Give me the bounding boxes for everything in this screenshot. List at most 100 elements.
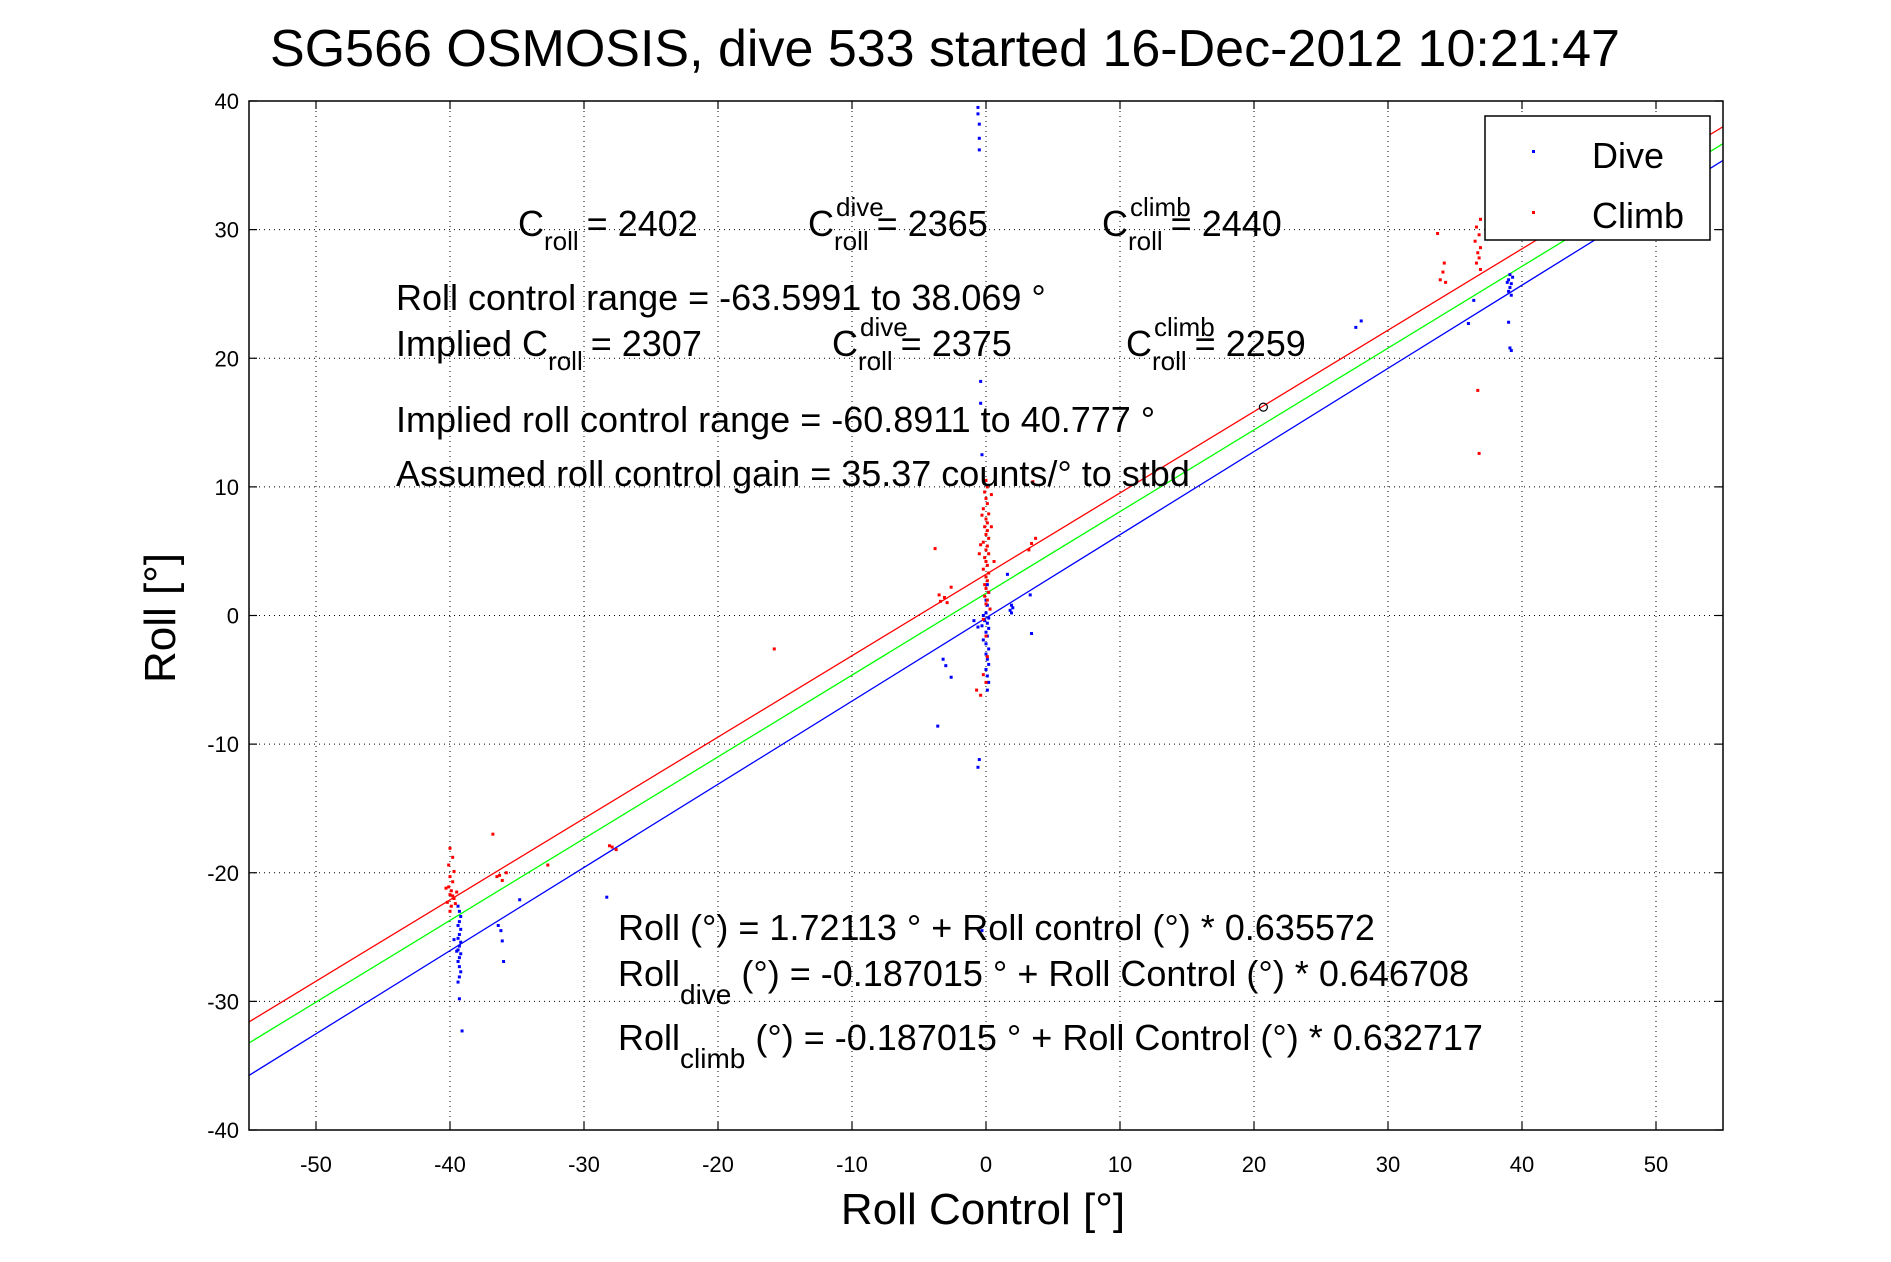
- dive-point: [605, 895, 609, 899]
- legend-label-climb: Climb: [1592, 195, 1684, 236]
- dive-point: [459, 970, 463, 974]
- dive-point: [496, 923, 500, 927]
- y-axis-label: Roll [°]: [136, 553, 185, 683]
- dive-point: [1359, 319, 1363, 323]
- dive-point: [457, 975, 461, 979]
- dive-point: [984, 611, 988, 615]
- climb-point: [984, 532, 988, 536]
- x-tick-label: -40: [434, 1152, 466, 1177]
- climb-point: [447, 885, 451, 889]
- climb-point: [444, 886, 448, 890]
- dive-point: [1009, 603, 1013, 607]
- dive-point: [936, 724, 940, 728]
- climb-point: [983, 525, 987, 529]
- climb-point: [977, 552, 981, 556]
- climb-point: [491, 832, 495, 836]
- climb-point: [451, 880, 455, 884]
- climb-point: [985, 563, 989, 567]
- climb-point: [987, 536, 991, 540]
- climb-point: [985, 544, 989, 548]
- dive-point: [985, 621, 989, 625]
- climb-point: [987, 590, 991, 594]
- climb-point: [985, 529, 989, 533]
- dive-point: [1505, 280, 1509, 284]
- climb-point: [938, 599, 942, 603]
- climb-point: [985, 598, 989, 602]
- dive-point: [985, 583, 989, 587]
- climb-point: [987, 571, 991, 575]
- data-points: [444, 105, 1515, 1033]
- dive-point: [1507, 289, 1511, 293]
- climb-point: [989, 493, 993, 497]
- climb-point: [987, 512, 991, 516]
- degree-ring-mark: [1258, 402, 1268, 412]
- y-tick-label: -30: [207, 989, 239, 1014]
- climb-point: [1474, 225, 1478, 229]
- y-tick-label: 0: [227, 604, 239, 629]
- climb-point: [945, 601, 949, 605]
- x-tick-label: -20: [702, 1152, 734, 1177]
- legend: Dive Climb: [1484, 115, 1711, 241]
- dive-point: [976, 112, 980, 116]
- dive-point: [1509, 282, 1513, 286]
- annotation-implied-c-roll-dive: Croll = 2375: [832, 323, 1012, 376]
- climb-point: [448, 875, 452, 879]
- dive-point: [459, 927, 463, 931]
- climb-point: [949, 585, 953, 589]
- climb-point: [981, 540, 985, 544]
- dive-point: [1466, 322, 1470, 326]
- dive-point: [456, 904, 460, 908]
- climb-point: [1478, 246, 1482, 250]
- climb-point: [984, 575, 988, 579]
- dive-point: [979, 379, 983, 383]
- x-tick-label: -50: [300, 1152, 332, 1177]
- dive-point: [457, 944, 461, 948]
- climb-point: [1027, 548, 1031, 552]
- climb-point: [942, 595, 946, 599]
- dive-point: [941, 657, 945, 661]
- climb-point: [1031, 480, 1035, 484]
- dive-point: [984, 642, 988, 646]
- dive-point: [1507, 320, 1511, 324]
- dive-point: [944, 664, 948, 668]
- dive-point: [977, 148, 981, 152]
- climb-point: [449, 889, 453, 893]
- climb-point: [546, 863, 550, 867]
- climb-point: [449, 904, 453, 908]
- dive-point: [977, 136, 981, 140]
- dive-point: [459, 914, 463, 918]
- climb-point: [984, 478, 988, 482]
- dive-point: [985, 657, 989, 661]
- climb-point: [979, 693, 983, 697]
- climb-point: [453, 902, 457, 906]
- x-tick-label: 40: [1510, 1152, 1534, 1177]
- climb-point: [1477, 233, 1481, 237]
- climb-point: [1442, 261, 1446, 265]
- dive-point: [456, 980, 460, 984]
- legend-marker-climb: [1532, 211, 1535, 214]
- climb-point: [1476, 251, 1480, 255]
- climb-point: [985, 485, 989, 489]
- climb-point: [992, 559, 996, 563]
- climb-point: [614, 848, 618, 852]
- dive-point: [1508, 286, 1512, 290]
- climb-point: [981, 673, 985, 677]
- y-tick-label: 10: [215, 475, 239, 500]
- annotation-implied-c-roll-climb: Croll = 2259: [1126, 323, 1306, 376]
- dive-point: [987, 662, 991, 666]
- climb-point: [495, 875, 499, 879]
- climb-point: [983, 594, 987, 598]
- climb-point: [451, 894, 455, 898]
- fit-line-dive: [248, 159, 1724, 1076]
- climb-point: [1476, 388, 1480, 392]
- dive-point: [1508, 346, 1512, 350]
- dive-point: [977, 122, 981, 126]
- dive-point: [518, 898, 522, 902]
- climb-point: [448, 909, 452, 913]
- climb-point: [1473, 239, 1477, 243]
- annotation-eq-combined: Roll (°) = 1.72113 ° + Roll control (°) …: [618, 907, 1375, 948]
- dive-point: [455, 949, 459, 953]
- dive-point: [987, 626, 991, 630]
- dive-point: [457, 932, 461, 936]
- climb-point: [451, 855, 455, 859]
